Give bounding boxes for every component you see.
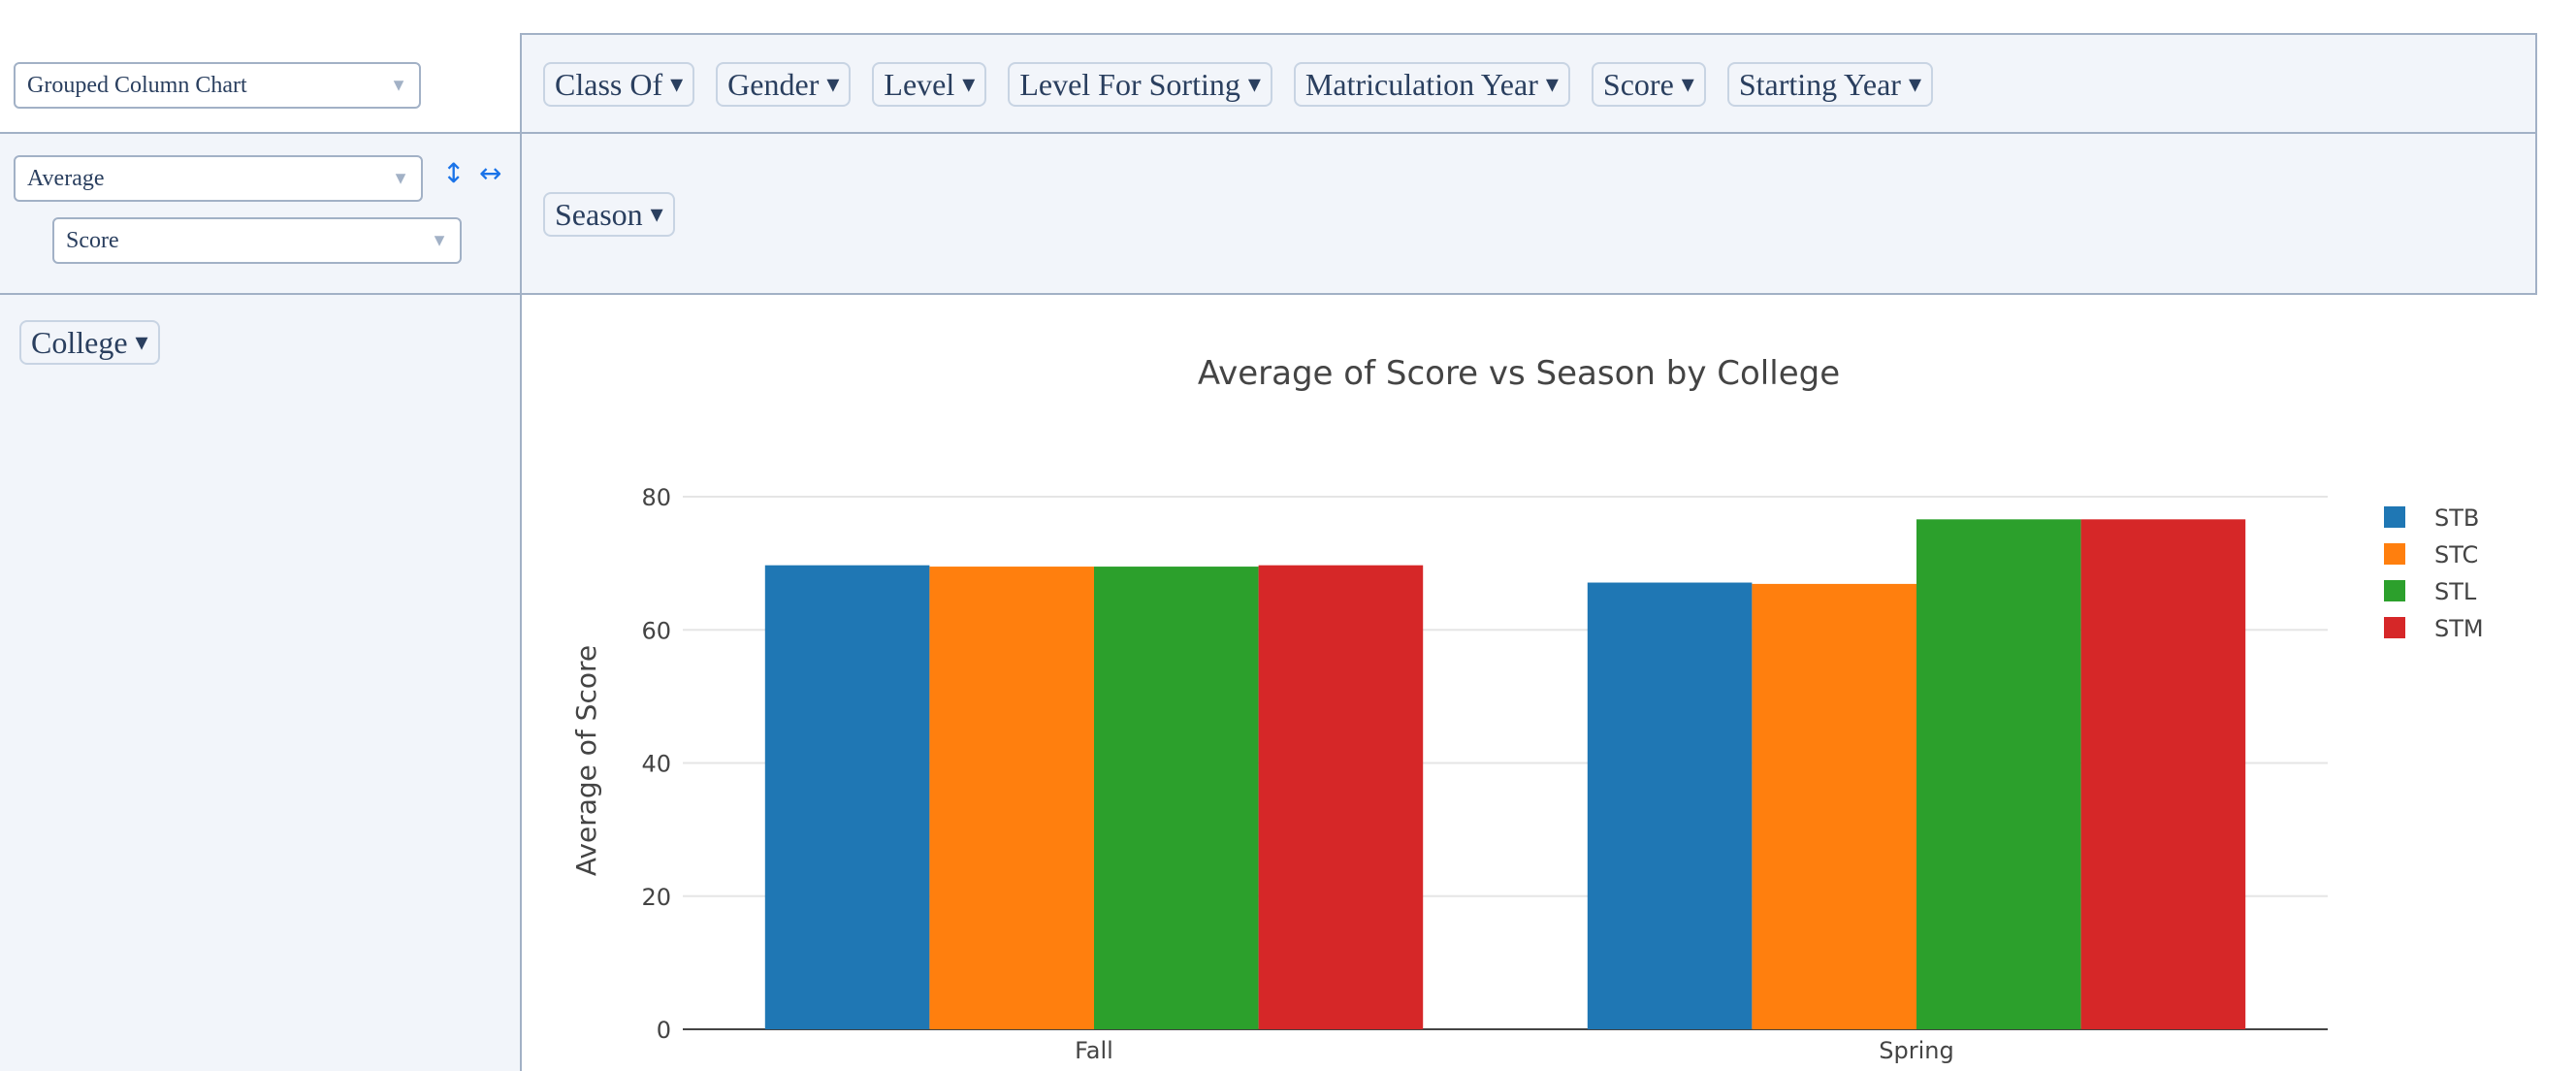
value-select-value: Score [66, 227, 119, 253]
triangle-down-icon[interactable]: ▾ [1908, 70, 1922, 98]
attribute-pill-level[interactable]: Level ▾ [872, 62, 987, 107]
legend-swatch-stm[interactable] [2384, 617, 2405, 638]
attribute-pill-season[interactable]: Season ▾ [543, 192, 675, 237]
bar-stm-spring[interactable] [2080, 519, 2246, 1029]
triangle-down-icon[interactable]: ▾ [1681, 70, 1694, 98]
bar-stb-spring[interactable] [1587, 582, 1753, 1029]
bar-stc-fall[interactable] [929, 567, 1094, 1029]
attribute-pill-college[interactable]: College ▾ [19, 320, 160, 365]
aggregator-select[interactable]: Average ▼ [14, 155, 423, 202]
legend-label-stl[interactable]: STL [2434, 578, 2477, 605]
column-attribute-list: Season ▾ [543, 192, 696, 237]
renderer-select[interactable]: Grouped Column Chart ▼ [14, 62, 421, 109]
triangle-down-icon[interactable]: ▾ [135, 328, 148, 356]
renderer-select-value: Grouped Column Chart [27, 72, 247, 98]
chevron-down-icon: ▼ [390, 75, 407, 95]
bar-stb-fall[interactable] [764, 565, 930, 1029]
x-tick-label: Spring [1879, 1037, 1953, 1064]
y-tick-label: 20 [641, 884, 671, 911]
attribute-pill-level-for-sorting[interactable]: Level For Sorting ▾ [1008, 62, 1272, 107]
legend-label-stc[interactable]: STC [2434, 541, 2478, 568]
attribute-pill-matriculation-year[interactable]: Matriculation Year ▾ [1293, 62, 1570, 107]
legend-label-stm[interactable]: STM [2434, 615, 2484, 642]
triangle-down-icon[interactable]: ▾ [962, 70, 976, 98]
attribute-pill-class-of[interactable]: Class Of ▾ [543, 62, 695, 107]
chart-y-axis-label: Average of Score [570, 645, 602, 876]
legend-label-stb[interactable]: STB [2434, 504, 2479, 532]
row-attribute-list: College ▾ [19, 320, 181, 365]
legend-swatch-stl[interactable] [2384, 580, 2405, 601]
triangle-down-icon[interactable]: ▾ [670, 70, 684, 98]
y-tick-label: 60 [641, 617, 671, 644]
chevron-down-icon: ▼ [431, 230, 448, 250]
legend-swatch-stb[interactable] [2384, 506, 2405, 528]
vertical-arrows-icon[interactable]: ↕ [442, 157, 466, 189]
triangle-down-icon[interactable]: ▾ [826, 70, 840, 98]
chevron-down-icon: ▼ [392, 168, 409, 188]
bar-stm-fall[interactable] [1258, 565, 1424, 1029]
bar-stl-spring[interactable] [1916, 519, 2081, 1029]
unused-attribute-list: Class Of ▾ Gender ▾ Level ▾ Level For Sorti… [543, 62, 1954, 107]
y-tick-label: 40 [641, 751, 671, 778]
attribute-pill-starting-year[interactable]: Starting Year ▾ [1726, 62, 1934, 107]
triangle-down-icon[interactable]: ▾ [1545, 70, 1559, 98]
grouped-column-chart: Average of Score vs Season by College Av… [524, 297, 2541, 1071]
chart-title: Average of Score vs Season by College [1198, 354, 1840, 393]
attribute-pill-gender[interactable]: Gender ▾ [716, 62, 852, 107]
horizontal-arrows-icon[interactable]: ↔ [479, 157, 502, 189]
x-tick-label: Fall [1075, 1037, 1113, 1064]
bar-stl-fall[interactable] [1094, 567, 1259, 1029]
attribute-pill-score[interactable]: Score ▾ [1591, 62, 1706, 107]
value-attribute-select[interactable]: Score ▼ [52, 217, 462, 264]
bar-stc-spring[interactable] [1752, 583, 1916, 1029]
triangle-down-icon[interactable]: ▾ [1247, 70, 1261, 98]
aggregator-select-value: Average [27, 165, 105, 191]
y-tick-label: 80 [641, 484, 671, 511]
legend-swatch-stc[interactable] [2384, 543, 2405, 565]
y-tick-label: 0 [657, 1017, 671, 1044]
triangle-down-icon[interactable]: ▾ [650, 200, 663, 228]
column-attributes-panel [520, 132, 2537, 295]
